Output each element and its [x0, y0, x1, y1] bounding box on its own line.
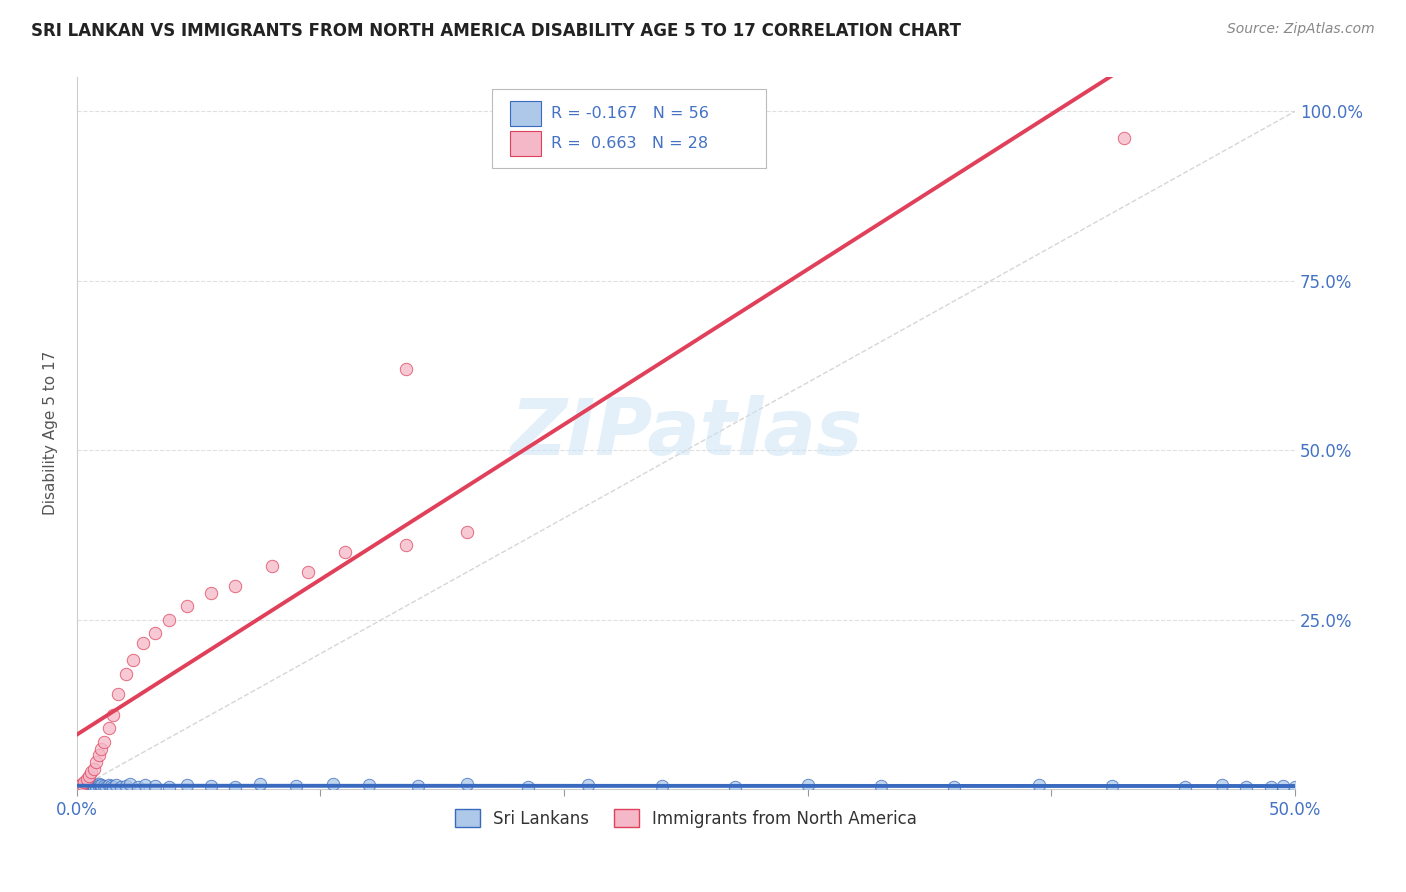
Y-axis label: Disability Age 5 to 17: Disability Age 5 to 17	[44, 351, 58, 516]
Point	[93, 779, 115, 793]
Point	[110, 780, 132, 794]
Point	[87, 779, 110, 793]
Point	[76, 780, 98, 794]
Text: R = -0.167   N = 56: R = -0.167 N = 56	[551, 106, 709, 120]
Point	[114, 667, 136, 681]
Point	[224, 780, 246, 794]
Text: ZIPatlas: ZIPatlas	[510, 395, 862, 471]
Point	[260, 558, 283, 573]
Point	[578, 778, 600, 792]
Point	[86, 778, 108, 792]
Point	[406, 779, 429, 793]
Point	[456, 777, 478, 791]
Point	[1234, 780, 1257, 794]
Point	[285, 779, 308, 793]
Point	[87, 777, 110, 791]
Point	[333, 545, 356, 559]
Point	[159, 613, 181, 627]
Point	[224, 579, 246, 593]
Point	[134, 778, 156, 792]
Point	[176, 599, 198, 614]
Point	[122, 653, 145, 667]
Legend: Sri Lankans, Immigrants from North America: Sri Lankans, Immigrants from North Ameri…	[449, 803, 924, 834]
Point	[80, 765, 103, 780]
Text: R =  0.663   N = 28: R = 0.663 N = 28	[551, 136, 709, 151]
Point	[77, 769, 100, 783]
Point	[83, 779, 105, 793]
Point	[94, 780, 117, 794]
Point	[83, 780, 105, 794]
Point	[77, 778, 100, 792]
Point	[797, 778, 820, 792]
Point	[77, 779, 100, 793]
Point	[1284, 780, 1306, 794]
Point	[1174, 780, 1197, 794]
Point	[159, 780, 181, 794]
Point	[1101, 779, 1123, 793]
Text: SRI LANKAN VS IMMIGRANTS FROM NORTH AMERICA DISABILITY AGE 5 TO 17 CORRELATION C: SRI LANKAN VS IMMIGRANTS FROM NORTH AMER…	[31, 22, 960, 40]
Point	[942, 780, 965, 794]
Point	[395, 362, 418, 376]
Point	[127, 780, 149, 794]
Point	[103, 707, 125, 722]
Point	[1271, 779, 1294, 793]
Point	[724, 780, 747, 794]
Point	[103, 780, 125, 794]
Point	[200, 779, 222, 793]
Point	[100, 779, 122, 793]
Text: Source: ZipAtlas.com: Source: ZipAtlas.com	[1227, 22, 1375, 37]
Point	[322, 777, 344, 791]
Point	[395, 538, 418, 552]
Point	[70, 779, 93, 793]
Point	[651, 779, 673, 793]
Point	[90, 778, 112, 792]
Point	[80, 777, 103, 791]
Point	[143, 779, 166, 793]
Point	[456, 524, 478, 539]
Point	[67, 780, 90, 794]
Point	[1028, 778, 1050, 792]
Point	[143, 626, 166, 640]
Point	[297, 566, 319, 580]
Point	[131, 636, 153, 650]
Point	[73, 778, 96, 792]
Point	[70, 780, 93, 794]
Point	[120, 777, 142, 791]
Point	[86, 755, 108, 769]
Point	[176, 778, 198, 792]
Point	[1114, 131, 1136, 145]
Point	[516, 780, 538, 794]
Point	[97, 721, 120, 735]
Point	[90, 741, 112, 756]
Point	[869, 779, 891, 793]
Point	[200, 585, 222, 599]
Point	[90, 780, 112, 794]
Point	[1211, 778, 1233, 792]
Point	[73, 775, 96, 789]
Point	[86, 780, 108, 794]
Point	[114, 779, 136, 793]
Point	[97, 778, 120, 792]
Point	[249, 777, 271, 791]
Point	[107, 687, 129, 701]
Point	[83, 762, 105, 776]
Point	[76, 777, 98, 791]
Point	[87, 748, 110, 763]
Point	[80, 780, 103, 794]
Point	[73, 780, 96, 794]
Point	[76, 772, 98, 786]
Point	[359, 778, 381, 792]
Point	[67, 779, 90, 793]
Point	[1260, 780, 1282, 794]
Point	[104, 778, 127, 792]
Point	[70, 777, 93, 791]
Point	[93, 735, 115, 749]
